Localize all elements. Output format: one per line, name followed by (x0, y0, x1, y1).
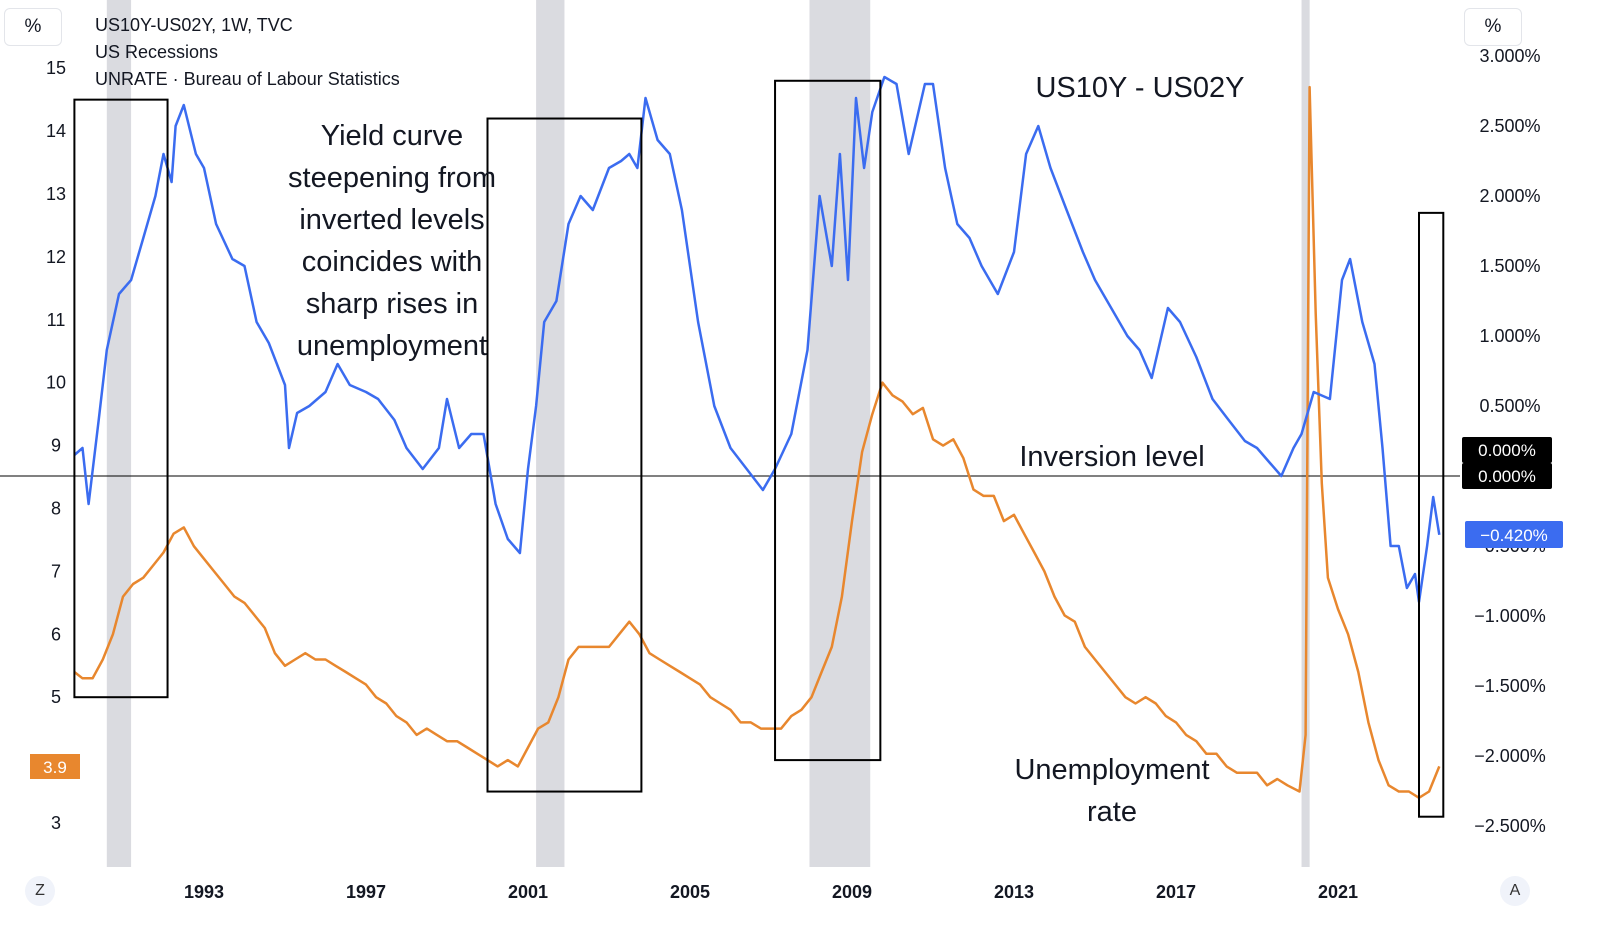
recession-band (1301, 0, 1310, 867)
spread-line (73, 75, 1441, 604)
auto-scale-button[interactable]: A (1500, 876, 1530, 906)
left-tick-label: 15 (46, 58, 66, 78)
highlight-boxes (73, 79, 1445, 818)
highlight-box (1418, 211, 1445, 818)
legend-recessions[interactable]: US Recessions (95, 42, 219, 62)
left-tick-label: 5 (51, 687, 61, 707)
yield-curve-annotation: Yield curve steepening from inverted lev… (288, 120, 496, 362)
left-tick-label: 8 (51, 499, 61, 519)
left-tick-label: 6 (51, 624, 61, 644)
left-scale-label: % (24, 16, 42, 37)
legend-spread[interactable]: US10Y-US02Y, 1W, TVC (95, 15, 293, 35)
x-tick-label: 2017 (1156, 882, 1196, 902)
spread-last-badge: −0.420% (1465, 521, 1563, 548)
left-tick-label: 9 (51, 436, 61, 456)
left-tick-label: 14 (46, 121, 66, 141)
recession-band (106, 0, 132, 867)
left-tick-label: 12 (46, 247, 66, 267)
zero-badge-top-value: 0.000% (1478, 441, 1536, 460)
x-tick-label: 2013 (994, 882, 1034, 902)
right-tick-label: 1.000% (1479, 326, 1540, 346)
right-tick-label: −2.000% (1474, 746, 1546, 766)
left-tick-label: 11 (47, 310, 66, 330)
us10y-series-label: US10Y - US02Y (1035, 72, 1244, 104)
unemployment-label-line1: Unemployment (1014, 754, 1209, 786)
highlight-box (73, 98, 169, 699)
left-scale-button[interactable]: % (4, 8, 62, 46)
unrate-last-badge: 3.9 (30, 754, 80, 779)
unemployment-label-line2: rate (1087, 796, 1137, 828)
right-tick-label: 1.500% (1479, 256, 1540, 276)
left-tick-label: 13 (46, 184, 66, 204)
right-tick-label: −2.500% (1474, 816, 1546, 836)
x-tick-label: 1993 (184, 882, 224, 902)
right-scale-button[interactable]: % (1464, 8, 1522, 46)
recession-band (536, 0, 565, 867)
x-tick-label: 1997 (346, 882, 386, 902)
left-axis: 15 14 13 12 11 10 9 8 7 6 5 3 (46, 58, 66, 833)
legend: US10Y-US02Y, 1W, TVC US Recessions UNRAT… (95, 12, 400, 93)
annotation-line: sharp rises in (306, 288, 478, 320)
unemployment-line (73, 85, 1441, 800)
zero-badge-bottom: 0.000% (1462, 463, 1552, 489)
annotation-line: unemployment (297, 330, 487, 362)
spread-last-value: −0.420% (1480, 526, 1548, 545)
annotation-line: coincides with (302, 246, 483, 278)
right-tick-label: −1.500% (1474, 676, 1546, 696)
recession-band (809, 0, 871, 867)
right-tick-label: −1.000% (1474, 606, 1546, 626)
x-axis: 1993 1997 2001 2005 2009 2013 2017 2021 (184, 882, 1358, 902)
series-lines (73, 75, 1441, 800)
highlight-box (486, 117, 643, 793)
left-tick-label: 7 (51, 561, 61, 581)
annotation-line: steepening from (288, 162, 496, 194)
right-tick-label: 0.500% (1479, 396, 1540, 416)
highlight-box (774, 79, 882, 762)
zoom-button[interactable]: Z (25, 876, 55, 906)
right-tick-label: 2.000% (1479, 186, 1540, 206)
x-tick-label: 2001 (508, 882, 548, 902)
right-scale-label: % (1484, 16, 1502, 37)
inversion-level-label: Inversion level (1019, 441, 1204, 473)
right-tick-label: 3.000% (1479, 46, 1540, 66)
unrate-last-value: 3.9 (43, 758, 67, 777)
left-tick-label: 3 (51, 813, 61, 833)
annotation-line: Yield curve (321, 120, 463, 152)
zero-badge-bottom-value: 0.000% (1478, 467, 1536, 486)
auto-scale-label: A (1509, 882, 1521, 899)
legend-unrate[interactable]: UNRATE · Bureau of Labour Statistics (95, 69, 400, 89)
zoom-label: Z (35, 882, 45, 899)
annotation-line: inverted levels (299, 204, 484, 236)
x-tick-label: 2021 (1318, 882, 1358, 902)
x-tick-label: 2005 (670, 882, 710, 902)
left-tick-label: 10 (46, 373, 66, 393)
right-tick-label: 2.500% (1479, 116, 1540, 136)
zero-badge-top: 0.000% (1462, 437, 1552, 463)
x-tick-label: 2009 (832, 882, 872, 902)
recession-bands (106, 0, 1310, 867)
